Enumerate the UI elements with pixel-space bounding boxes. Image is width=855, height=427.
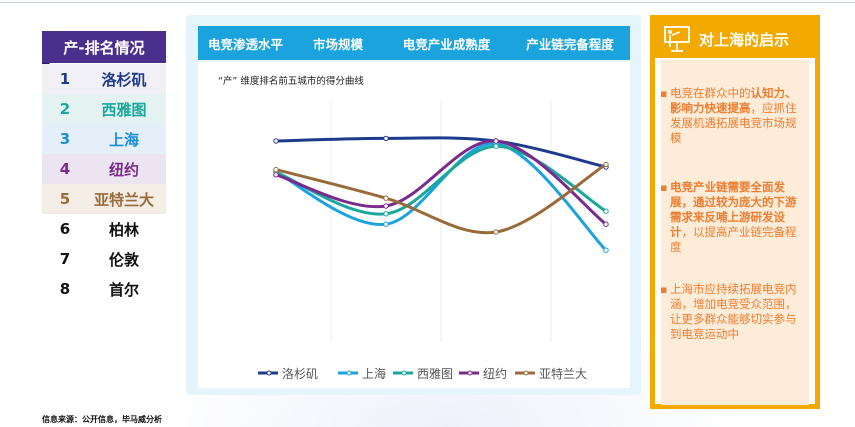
rank-number: 7 — [59, 250, 71, 268]
legend-marker — [467, 370, 473, 376]
data-point — [493, 229, 499, 235]
ranking-row: 1 洛杉矶 — [42, 64, 166, 94]
rank-city: 亚特兰大 — [93, 190, 154, 209]
data-point — [603, 208, 609, 214]
chart-subtitle: “产” 维度排名前五城市的得分曲线 — [218, 76, 364, 87]
data-point — [273, 138, 279, 144]
ranking-row: 3 上海 — [42, 124, 166, 154]
score-line-chart: 洛杉矶 上海 西雅图 纽约 亚特兰大 — [258, 102, 609, 381]
chart-header: 电竞渗透水平 市场规模 电竞产业成熟度 产业链完备程度 — [198, 26, 630, 60]
legend-marker — [523, 370, 529, 376]
rank-number: 6 — [59, 220, 71, 238]
data-point — [383, 203, 389, 209]
legend-label: 上海 — [362, 366, 386, 381]
rank-city: 伦敦 — [108, 250, 139, 269]
series-line-纽约 — [274, 139, 608, 226]
ranking-row: 4 纽约 — [42, 154, 166, 184]
rank-number: 5 — [59, 190, 71, 208]
insight-title: 对上海的启示 — [699, 30, 790, 49]
legend-item: 西雅图 — [393, 366, 453, 381]
data-point — [493, 143, 499, 149]
bullet-icon: ▪ — [660, 283, 668, 296]
legend-item: 上海 — [338, 366, 386, 381]
legend-item: 洛杉矶 — [258, 366, 318, 381]
data-point — [383, 135, 389, 142]
chart-header-label: 产业链完备程度 — [526, 36, 614, 52]
top-divider — [0, 2, 855, 3]
legend-label: 西雅图 — [417, 366, 453, 381]
legend-label: 洛杉矶 — [282, 366, 318, 381]
legend-marker — [266, 370, 272, 376]
series-line-洛杉矶 — [274, 136, 608, 169]
insight-text: 电竞在群众中的 — [670, 86, 751, 100]
data-point — [383, 221, 389, 227]
insight-body — [661, 60, 809, 405]
insight-text: ，以提高产业链完备程度 — [670, 225, 797, 254]
rank-city: 上海 — [108, 130, 139, 149]
series-line-西雅图 — [274, 144, 608, 216]
data-point — [383, 195, 389, 201]
insight-text: 上海市应持续拓展电竞内涵，增加电竞受众范围，让更多群众能够切实参与到电竞运动中 — [670, 282, 797, 341]
chart-header-label: 电竞产业成熟度 — [402, 36, 491, 52]
rank-number: 8 — [59, 280, 71, 298]
data-point — [273, 172, 279, 178]
rank-number: 1 — [59, 70, 71, 88]
data-point — [603, 221, 609, 227]
data-point — [603, 247, 609, 253]
rank-number: 4 — [59, 160, 71, 178]
data-point — [383, 211, 389, 217]
chart-header-label: 市场规模 — [312, 36, 363, 52]
ranking-row: 6 柏林 — [42, 214, 166, 244]
legend-marker — [401, 370, 407, 376]
insight-header: 对上海的启示 — [655, 20, 815, 58]
insight-text: 电竞产业链需要全面发展，通过较为庞大的下游需求来反哺上游研发设计 — [670, 180, 797, 239]
ranking-title: 产-排名情况 — [42, 31, 166, 63]
insight-item: ▪ 电竞产业链需要全面发展，通过较为庞大的下游需求来反哺上游研发设计，以提高产业链… — [660, 180, 800, 255]
data-point — [493, 138, 499, 144]
data-point — [273, 166, 279, 173]
legend-marker — [346, 370, 352, 376]
ranking-row: 5 亚特兰大 — [42, 184, 166, 214]
rank-number: 3 — [59, 130, 71, 148]
insight-item: ▪ 上海市应持续拓展电竞内涵，增加电竞受众范围，让更多群众能够切实参与到电竞运动中 — [660, 282, 800, 342]
rank-city: 纽约 — [108, 160, 139, 179]
rank-city: 首尔 — [108, 280, 139, 299]
chart-header-label: 电竞渗透水平 — [207, 36, 283, 52]
rank-city: 西雅图 — [101, 100, 147, 119]
insight-text: 认知力、影响力快速提高 — [670, 86, 797, 115]
chart-area — [198, 62, 630, 388]
ranking-row: 2 西雅图 — [42, 94, 166, 124]
ranking-list: 1 洛杉矶 2 西雅图 3 上海 4 纽约 5 亚特兰大 6 柏林 7 伦敦 8 首尔 — [42, 64, 166, 304]
presentation-icon — [655, 20, 699, 58]
legend-label: 纽约 — [483, 366, 507, 381]
legend-item: 纽约 — [459, 366, 507, 381]
insight-text: ，应抓住发展机遇拓展电竞市场规模 — [670, 101, 797, 145]
legend-label: 亚特兰大 — [539, 366, 587, 381]
bullet-icon: ▪ — [660, 87, 668, 100]
series-line-亚特兰大 — [274, 162, 608, 235]
insight-item: ▪ 电竞在群众中的认知力、影响力快速提高，应抓住发展机遇拓展电竞市场规模 — [660, 86, 800, 146]
ranking-row: 8 首尔 — [42, 274, 166, 304]
rank-city: 洛杉矶 — [101, 70, 147, 89]
ranking-row: 7 伦敦 — [42, 244, 166, 274]
source-note: 信息来源：公开信息，毕马威分析 — [42, 415, 162, 424]
data-point — [603, 161, 609, 168]
legend-item: 亚特兰大 — [515, 366, 587, 381]
bullet-icon: ▪ — [660, 181, 668, 194]
rank-number: 2 — [59, 100, 71, 118]
rank-city: 柏林 — [108, 220, 139, 239]
